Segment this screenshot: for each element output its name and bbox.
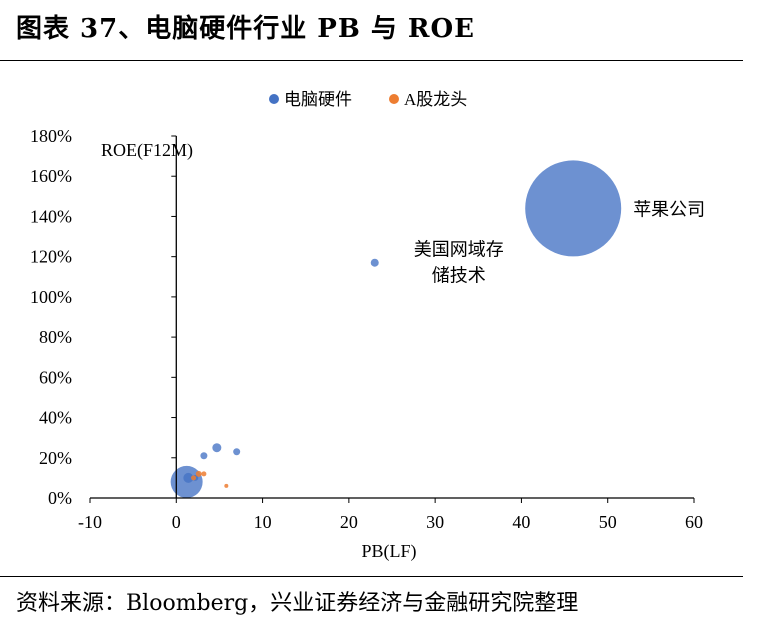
annotation-apple: 苹果公司: [633, 199, 705, 219]
point-hardware-3: [212, 443, 222, 453]
x-tick-label: 0: [172, 512, 181, 532]
y-tick-label: 80%: [39, 327, 72, 347]
annotation-seagate-line: 储技术: [432, 266, 486, 286]
y-tick-label: 40%: [39, 408, 72, 428]
y-tick-label: 20%: [39, 448, 72, 468]
point-a-share-1: [201, 471, 207, 477]
x-tick-label: 10: [254, 512, 272, 532]
footer-divider: [0, 576, 743, 577]
y-tick-label: 60%: [39, 367, 72, 387]
title-divider: [0, 60, 743, 61]
x-tick-label: 50: [599, 512, 617, 532]
x-tick-label: 20: [340, 512, 358, 532]
y-tick-label: 180%: [30, 126, 72, 146]
x-tick-label: 40: [512, 512, 530, 532]
legend: 电脑硬件 A股龙头: [269, 90, 467, 109]
x-tick-label: -10: [78, 512, 102, 532]
legend-marker-icon: [269, 94, 279, 104]
x-tick-label: 30: [426, 512, 444, 532]
annotation-seagate-line: 美国网域存: [414, 240, 504, 260]
point-a-share-2: [191, 475, 197, 481]
y-axis-title: ROE(F12M): [101, 140, 193, 161]
legend-label: 电脑硬件: [284, 90, 352, 109]
x-axis-title: PB(LF): [361, 541, 416, 562]
y-tick-label: 160%: [30, 166, 72, 186]
point-hardware-5: [233, 448, 241, 456]
page-title: 图表 37、电脑硬件行业 PB 与 ROE: [16, 14, 475, 44]
point-hardware-6: [200, 452, 208, 460]
x-tick-label: 60: [685, 512, 703, 532]
data-points: [170, 160, 622, 498]
point-a-share-0: [195, 470, 202, 477]
axes: -10 0 10 20 30 40 50 60 0% 20% 40% 60% 80% 100% 120% 14…: [30, 126, 703, 562]
point-a-share-3: [224, 483, 229, 488]
y-tick-label: 140%: [30, 206, 72, 226]
y-tick-label: 120%: [30, 247, 72, 267]
point-hardware-2: [183, 472, 194, 483]
y-tick-label: 100%: [30, 287, 72, 307]
legend-label: A股龙头: [404, 90, 467, 109]
y-tick-label: 0%: [48, 488, 72, 508]
scatter-chart: 电脑硬件 A股龙头 -10 0 10 20 30 40 50 60 0% 20% 40% 60% 80% 1…: [30, 90, 705, 562]
legend-marker-icon: [389, 94, 399, 104]
point-hardware-4: [370, 258, 379, 267]
point-hardware-0: [525, 160, 622, 257]
source-note: 资料来源：Bloomberg，兴业证券经济与金融研究院整理: [16, 591, 579, 616]
